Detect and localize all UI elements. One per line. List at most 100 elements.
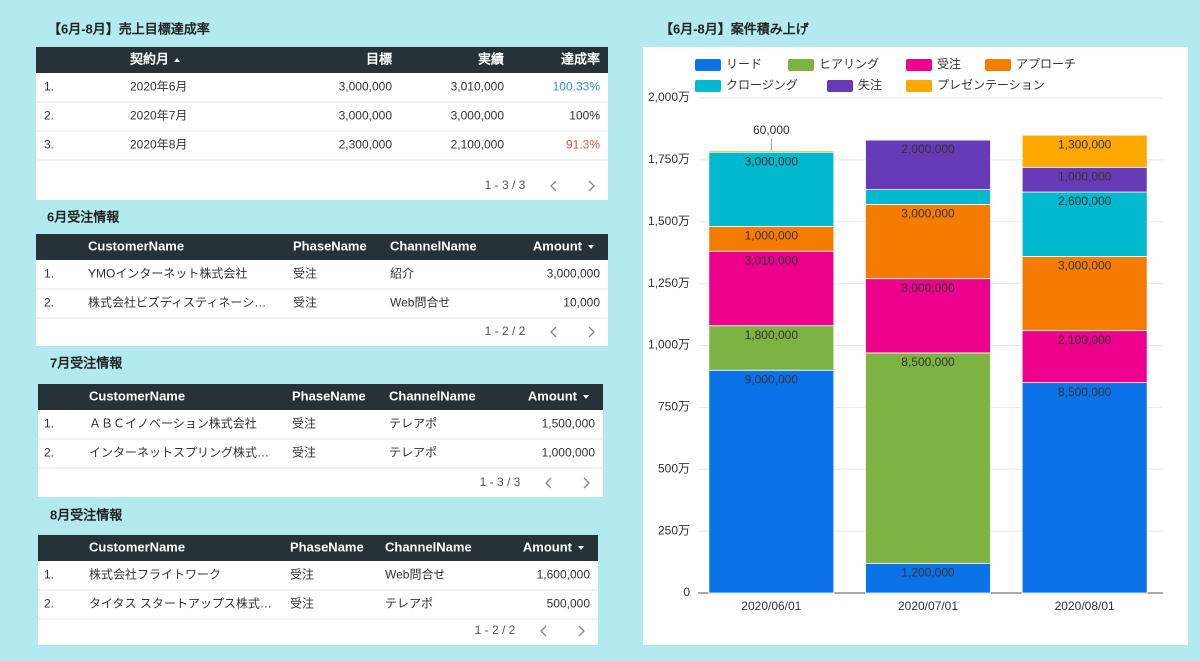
next-page[interactable] [583,477,590,489]
column-header[interactable]: ChannelName [385,539,472,554]
table-cell: ＡＢＣイノベーション株式会社 [89,416,257,431]
column-header[interactable]: Amount [523,539,573,554]
bar-segment [708,151,835,227]
legend-swatch[interactable] [695,80,721,92]
y-tick-label: 1,000万 [648,338,690,352]
legend-swatch[interactable] [906,59,932,71]
table-cell: インターネットスプリング株式… [89,445,269,460]
legend-label[interactable]: アプローチ [1016,57,1076,71]
column-header[interactable]: CustomerName [88,238,184,253]
data-label: 9,000,000 [745,372,799,386]
column-header[interactable]: CustomerName [89,388,185,403]
y-tick-label: 750万 [658,400,690,414]
column-header[interactable]: PhaseName [290,539,364,554]
legend-label[interactable]: 失注 [858,77,882,92]
table-cell: 受注 [292,445,316,460]
pagination: 1 - 2 / 2 [475,623,516,637]
column-header[interactable]: ChannelName [390,238,477,253]
legend-label[interactable]: プレゼンテーション [937,78,1045,92]
table-title: 【6月-8月】売上目標達成率 [48,21,210,36]
table-cell: 1. [44,267,54,281]
x-tick-label: 2020/06/01 [741,599,801,613]
legend-swatch[interactable] [695,59,721,71]
table-cell: 株式会社フライトワーク [89,567,221,582]
table-cell: 3,010,000 [451,80,505,94]
bar-segment [1021,191,1148,257]
column-header[interactable]: CustomerName [89,539,185,554]
legend-swatch[interactable] [788,59,814,71]
data-label: 1,800,000 [745,328,799,342]
table-cell: 1. [44,80,54,94]
table-cell: YMOインターネット株式会社 [88,266,247,281]
prev-page[interactable] [540,625,547,637]
prev-page[interactable] [550,180,557,192]
legend-swatch[interactable] [985,59,1011,71]
column-header[interactable]: 契約月 [129,51,169,66]
column-header[interactable]: PhaseName [292,388,366,403]
table-title: 8月受注情報 [50,507,123,522]
table-cell: 3,000,000 [451,109,505,123]
table-cell: 3,000,000 [339,80,393,94]
y-tick-label: 1,250万 [648,276,690,290]
table-cell: Web問合せ [385,567,445,582]
column-header[interactable]: ChannelName [389,388,476,403]
table-cell: 1,500,000 [542,417,596,431]
bar-segment [865,189,991,205]
next-page[interactable] [578,625,585,637]
table-cell: 2. [44,446,54,460]
table-cell: 1. [44,568,54,582]
data-label: 8,500,000 [1058,385,1112,399]
column-header[interactable]: 実績 [478,51,504,66]
table-cell: 2,100,000 [451,138,505,152]
sort-icon [174,58,181,62]
legend-label[interactable]: リード [726,57,762,71]
legend-label[interactable]: ヒアリング [819,57,879,71]
column-header[interactable]: 達成率 [561,51,600,66]
column-header[interactable]: Amount [528,388,578,403]
data-label: 3,000,000 [901,281,955,295]
next-page[interactable] [588,326,595,338]
table-cell: 受注 [293,295,317,310]
table-cell: 紹介 [390,267,414,281]
table-cell: 2,300,000 [339,138,393,152]
table-cell: 1,000,000 [542,446,596,460]
pagination: 1 - 3 / 3 [485,178,526,192]
table-cell: 受注 [293,266,317,281]
column-header[interactable]: Amount [533,238,583,253]
data-label: 1,200,000 [901,565,955,579]
y-tick-label: 1,500万 [648,214,690,228]
prev-page[interactable] [550,326,557,338]
y-tick-label: 0 [683,585,690,599]
data-label: 1,000,000 [745,229,799,243]
y-tick-label: 1,750万 [648,152,690,166]
bar-segment [708,250,835,327]
table-cell: 1,600,000 [537,568,591,582]
y-tick-label: 250万 [658,523,690,537]
table-cell: 91.3% [566,138,600,152]
table-cell: 100% [569,109,600,123]
table-cell: 3,000,000 [547,267,601,281]
bar-segment [708,325,835,371]
legend-swatch[interactable] [827,80,853,92]
column-header[interactable]: PhaseName [293,238,367,253]
table-cell: 1. [44,417,54,431]
column-header[interactable]: 目標 [366,51,392,66]
bar-segment [1021,166,1148,193]
prev-page[interactable] [545,477,552,489]
legend-label[interactable]: 受注 [937,56,961,71]
data-label: 3,010,000 [745,253,799,267]
table-cell: 受注 [290,567,314,582]
table-header [38,535,598,561]
data-label: 3,000,000 [745,154,799,168]
table-cell: 2. [44,296,54,310]
sort-icon [578,546,584,550]
table-cell: 受注 [292,416,316,431]
legend-label[interactable]: クロージング [726,78,798,92]
next-page[interactable] [588,180,595,192]
table-title: 7月受注情報 [50,355,123,370]
table-cell: 2. [44,109,54,123]
legend-swatch[interactable] [906,80,932,92]
sort-icon [583,395,589,399]
x-tick-label: 2020/07/01 [898,599,958,613]
table-cell: テレアポ [385,597,433,611]
